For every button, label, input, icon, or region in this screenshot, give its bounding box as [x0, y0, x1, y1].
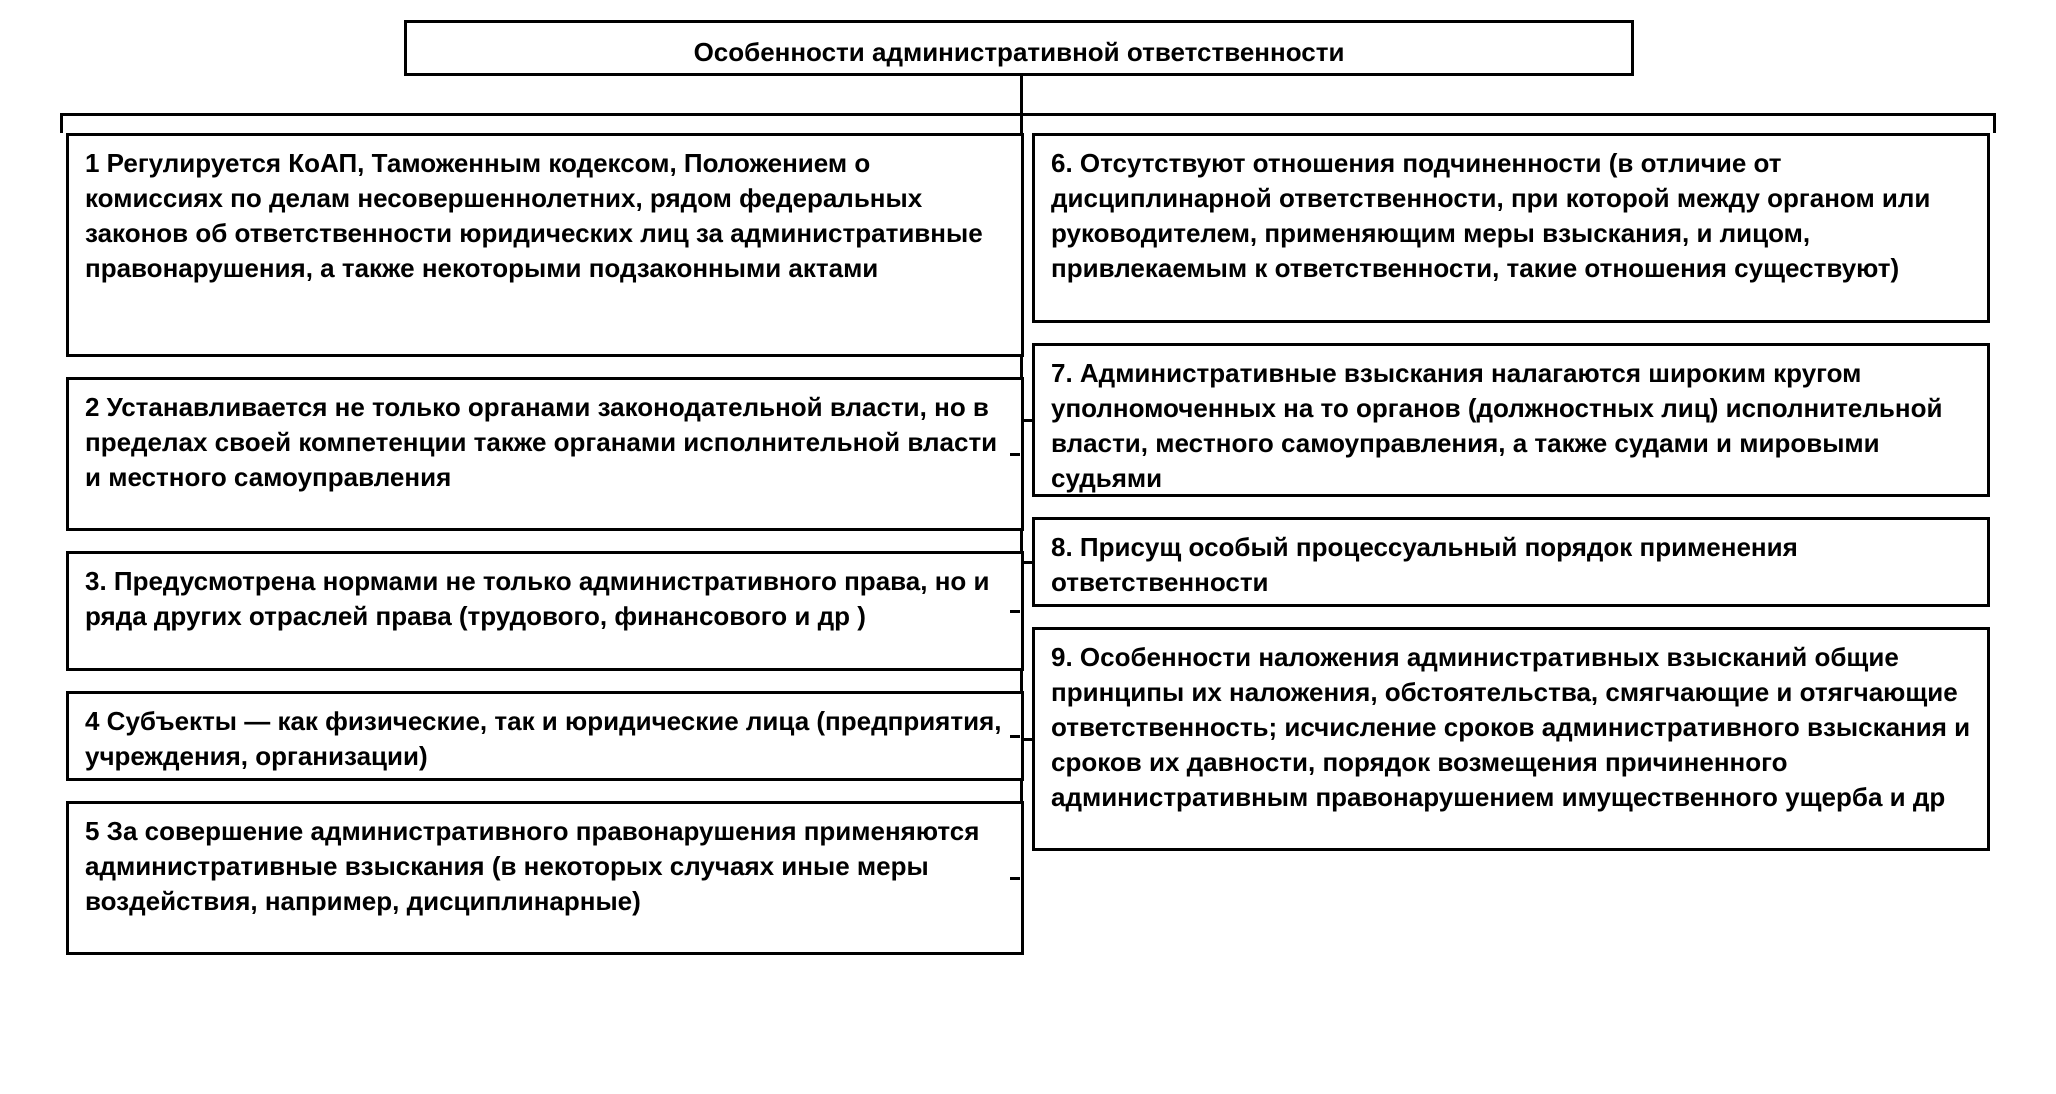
diagram-title: Особенности административной ответственн… [404, 20, 1634, 76]
feature-box-6: 6. Отсутствуют отношения подчиненности (… [1032, 133, 1990, 323]
feature-box-3: 3. Предусмотрена нормами не только админ… [66, 551, 1024, 671]
connector-branch [1010, 610, 1020, 613]
diagram-root: Особенности административной ответственн… [20, 20, 2036, 1074]
connector-branch [1010, 877, 1020, 880]
feature-box-7: 7. Административные взыскания налагаются… [1032, 343, 1990, 497]
connector-branch [1010, 735, 1020, 738]
feature-box-1: 1 Регулируется КоАП, Таможенным кодексом… [66, 133, 1024, 357]
connector-trunk-v [1020, 76, 1023, 116]
connector-trunk-left-drop [60, 113, 63, 133]
feature-box-9: 9. Особенности наложения административны… [1032, 627, 1990, 851]
connector-trunk-h [60, 113, 1996, 116]
connector-branch [1023, 738, 1033, 741]
connector-trunk-right-drop [1993, 113, 1996, 133]
feature-box-2: 2 Устанавливается не только органами зак… [66, 377, 1024, 531]
feature-box-4: 4 Субъекты — как физические, так и юриди… [66, 691, 1024, 781]
connector-branch [1023, 419, 1033, 422]
connector-branch [1023, 561, 1033, 564]
feature-box-5: 5 За совершение административного правон… [66, 801, 1024, 955]
connector-branch [1010, 453, 1020, 456]
feature-box-8: 8. Присущ особый процессуальный порядок … [1032, 517, 1990, 607]
